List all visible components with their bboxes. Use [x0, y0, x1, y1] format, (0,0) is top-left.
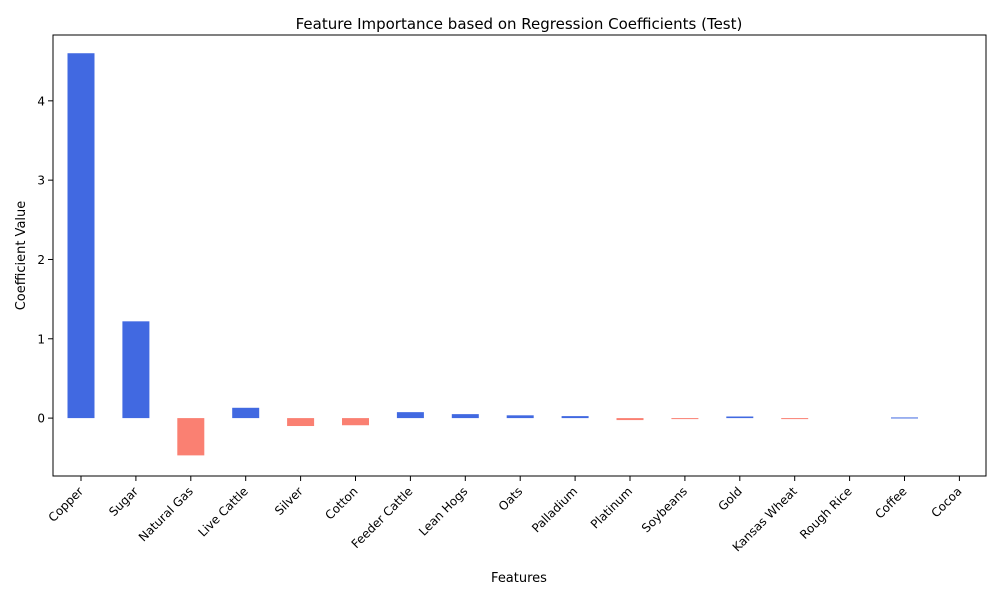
x-tick-label: Coffee	[872, 484, 909, 521]
bar-live-cattle	[232, 407, 260, 419]
bar-feeder-cattle	[396, 412, 424, 419]
bar-cotton	[342, 418, 369, 426]
x-tick-label: Rough Rice	[797, 484, 855, 542]
bar-coffee	[891, 417, 918, 419]
bar-silver	[287, 418, 315, 427]
x-tick-label: Oats	[496, 484, 526, 514]
x-tick-label: Lean Hogs	[416, 484, 470, 538]
bars-group	[67, 53, 918, 456]
bar-soybeans	[671, 418, 699, 420]
bar-platinum	[616, 418, 644, 421]
x-tick-label: Live Cattle	[196, 484, 251, 539]
y-axis: 0 1 2 3 4	[37, 94, 53, 426]
x-tick-label: Copper	[46, 484, 87, 525]
bar-lean-hogs	[451, 414, 479, 419]
x-tick-label: Soybeans	[639, 484, 690, 535]
x-tick-label: Palladium	[529, 484, 580, 535]
bar-gold	[726, 416, 754, 419]
y-tick-label: 2	[37, 253, 45, 267]
chart-title: Feature Importance based on Regression C…	[296, 15, 743, 33]
y-axis-label: Coefficient Value	[14, 201, 29, 311]
x-tick-label: Sugar	[106, 484, 141, 519]
bar-palladium	[561, 416, 589, 419]
x-tick-label: Gold	[716, 484, 745, 513]
x-tick-label: Silver	[272, 484, 306, 518]
bar-natural-gas	[177, 418, 205, 456]
plot-frame	[52, 34, 987, 477]
y-tick-label: 1	[37, 332, 45, 346]
x-tick-label: Natural Gas	[136, 484, 196, 544]
x-axis-label: Features	[491, 571, 547, 586]
y-tick-label: 3	[37, 174, 45, 188]
bar-copper	[67, 53, 95, 419]
y-tick-label: 0	[37, 412, 45, 426]
y-tick-label: 4	[37, 94, 45, 108]
x-tick-label: Platinum	[588, 484, 635, 531]
bar-sugar	[122, 321, 150, 419]
x-tick-label: Cotton	[322, 484, 360, 522]
bar-oats	[506, 415, 534, 419]
bar-kansas-wheat	[781, 418, 809, 420]
x-tick-label: Cocoa	[928, 484, 964, 520]
